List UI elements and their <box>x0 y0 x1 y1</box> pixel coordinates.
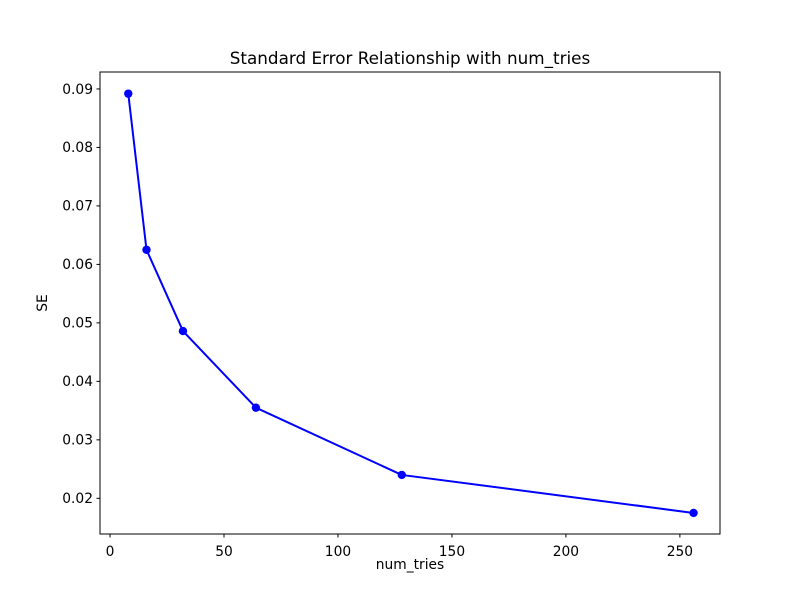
series-group <box>124 89 698 518</box>
series-line <box>127 92 695 514</box>
y-tick-label: 0.02 <box>62 491 93 507</box>
data-point-marker <box>142 245 151 254</box>
y-axis-label: SE <box>35 294 51 311</box>
data-point-marker <box>178 326 188 336</box>
data-point-marker <box>124 89 133 98</box>
chart-title: Standard Error Relationship with num_tri… <box>230 48 590 69</box>
y-tick-label: 0.06 <box>62 257 93 273</box>
x-tick-label: 50 <box>215 544 233 560</box>
y-tick-label: 0.03 <box>62 433 93 449</box>
y-tick-label: 0.07 <box>62 199 93 215</box>
data-point-marker <box>397 470 406 480</box>
x-tick-label: 200 <box>553 544 579 560</box>
data-point-marker <box>251 403 261 412</box>
y-tick-label: 0.05 <box>62 316 93 332</box>
x-tick-label: 150 <box>439 544 465 560</box>
plot-area-border <box>99 71 721 535</box>
x-axis-ticks: 0 50 100 150 200 250 <box>106 534 693 560</box>
y-tick-label: 0.04 <box>62 374 93 390</box>
x-axis-label: num_tries <box>376 557 444 573</box>
x-tick-label: 250 <box>667 544 693 560</box>
x-tick-label: 100 <box>325 544 351 560</box>
y-tick-label: 0.09 <box>62 82 93 98</box>
y-axis-ticks: 0.02 0.03 0.04 0.05 0.06 0.07 0.08 0.09 <box>62 82 100 507</box>
data-point-marker <box>689 508 698 518</box>
y-tick-label: 0.08 <box>62 140 93 156</box>
x-tick-label: 0 <box>106 544 115 560</box>
